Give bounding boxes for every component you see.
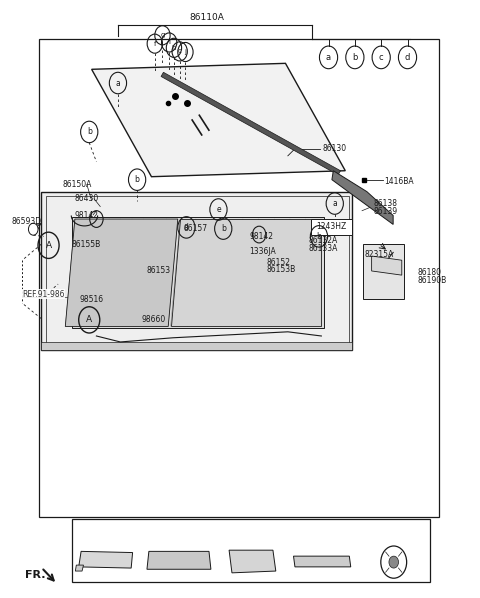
Text: b: b: [87, 127, 92, 136]
Text: 1243HZ: 1243HZ: [316, 222, 347, 231]
Text: 86110A: 86110A: [189, 13, 224, 22]
Polygon shape: [75, 565, 84, 571]
Text: d: d: [184, 223, 189, 232]
Text: d: d: [308, 528, 312, 534]
Text: 86153: 86153: [147, 266, 171, 275]
Text: e: e: [216, 205, 221, 214]
Text: a: a: [93, 528, 97, 534]
Text: 1336JA: 1336JA: [250, 247, 276, 256]
Text: 82315A: 82315A: [364, 251, 394, 260]
Text: 86590: 86590: [382, 527, 406, 536]
Polygon shape: [41, 342, 352, 350]
Polygon shape: [170, 219, 322, 327]
FancyBboxPatch shape: [311, 219, 352, 234]
Circle shape: [389, 556, 398, 568]
Polygon shape: [293, 556, 351, 567]
Text: 1416BA: 1416BA: [384, 177, 414, 186]
Text: 86190B: 86190B: [417, 276, 446, 285]
Polygon shape: [72, 216, 324, 328]
Text: 98516: 98516: [80, 294, 104, 304]
Text: h: h: [172, 45, 176, 51]
Text: c: c: [178, 48, 181, 54]
Text: a: a: [332, 199, 337, 208]
Polygon shape: [229, 550, 276, 573]
Text: A: A: [46, 241, 52, 250]
Text: a: a: [116, 78, 120, 87]
Polygon shape: [92, 63, 345, 176]
Text: 98660: 98660: [142, 315, 166, 324]
Text: 86430: 86430: [75, 194, 99, 203]
Text: 98142: 98142: [75, 211, 99, 220]
FancyBboxPatch shape: [39, 39, 439, 517]
Polygon shape: [79, 551, 132, 568]
Text: 98142: 98142: [250, 233, 274, 242]
FancyBboxPatch shape: [72, 519, 430, 582]
Text: REF.91-986: REF.91-986: [22, 289, 65, 299]
Text: 86155B: 86155B: [72, 240, 101, 249]
Text: b: b: [352, 53, 358, 62]
Text: 86150A: 86150A: [63, 180, 92, 189]
Polygon shape: [161, 72, 340, 175]
Polygon shape: [65, 219, 178, 327]
Text: FR.: FR.: [24, 570, 45, 579]
Polygon shape: [41, 191, 352, 350]
Text: b: b: [165, 528, 169, 534]
Text: 86130: 86130: [323, 144, 347, 153]
Polygon shape: [372, 256, 402, 275]
Text: j: j: [184, 49, 186, 55]
Text: 86133A: 86133A: [309, 244, 338, 253]
Text: 86153B: 86153B: [266, 266, 296, 274]
Text: 86132A: 86132A: [309, 236, 338, 245]
Text: 87864: 87864: [103, 527, 127, 536]
Text: 86593D: 86593D: [11, 217, 41, 226]
Text: b: b: [316, 232, 322, 241]
Text: 86180: 86180: [417, 269, 441, 277]
Text: b: b: [221, 224, 226, 233]
Text: i: i: [168, 39, 170, 45]
Text: 86124D: 86124D: [174, 527, 204, 536]
Text: 86157: 86157: [183, 224, 208, 233]
Text: b: b: [135, 175, 140, 184]
Text: A: A: [86, 315, 92, 324]
Polygon shape: [363, 243, 404, 299]
Text: f: f: [154, 41, 156, 47]
Polygon shape: [147, 551, 211, 569]
Text: g: g: [160, 32, 165, 38]
Text: 87115J: 87115J: [317, 527, 344, 536]
Text: 86152: 86152: [266, 258, 290, 267]
Circle shape: [28, 223, 38, 235]
Text: a: a: [326, 53, 331, 62]
Polygon shape: [332, 170, 393, 224]
Text: 86115: 86115: [246, 527, 270, 536]
Text: c: c: [379, 53, 384, 62]
Text: 86139: 86139: [373, 207, 397, 216]
Text: 86138: 86138: [373, 199, 397, 208]
Circle shape: [381, 546, 407, 578]
Text: d: d: [405, 53, 410, 62]
Text: c: c: [237, 528, 240, 534]
